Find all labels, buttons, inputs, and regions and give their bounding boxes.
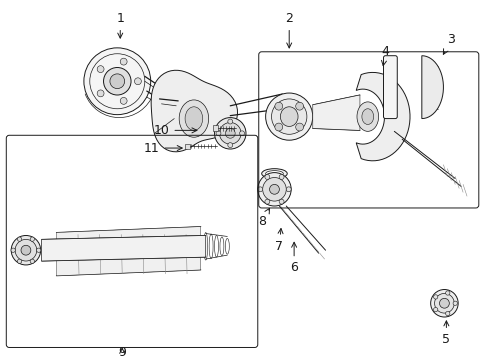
Ellipse shape bbox=[271, 99, 307, 134]
Ellipse shape bbox=[258, 172, 291, 206]
Ellipse shape bbox=[357, 102, 379, 131]
Circle shape bbox=[423, 80, 437, 94]
Ellipse shape bbox=[21, 245, 31, 255]
Ellipse shape bbox=[225, 129, 235, 138]
Ellipse shape bbox=[15, 239, 37, 261]
Bar bbox=[213, 125, 219, 131]
Ellipse shape bbox=[270, 184, 279, 194]
Ellipse shape bbox=[262, 169, 287, 179]
Circle shape bbox=[11, 248, 15, 252]
Ellipse shape bbox=[179, 100, 209, 137]
Polygon shape bbox=[56, 227, 201, 276]
Text: 5: 5 bbox=[442, 321, 450, 346]
Ellipse shape bbox=[11, 235, 41, 265]
FancyBboxPatch shape bbox=[384, 56, 397, 118]
Circle shape bbox=[228, 143, 233, 148]
Circle shape bbox=[216, 131, 221, 136]
Ellipse shape bbox=[103, 67, 131, 95]
Circle shape bbox=[240, 131, 245, 136]
Circle shape bbox=[286, 187, 291, 192]
Circle shape bbox=[134, 78, 141, 85]
Ellipse shape bbox=[266, 93, 313, 140]
Circle shape bbox=[279, 199, 284, 204]
Text: 10: 10 bbox=[153, 124, 197, 137]
Circle shape bbox=[17, 237, 22, 241]
Circle shape bbox=[228, 119, 233, 124]
Ellipse shape bbox=[110, 74, 124, 89]
Circle shape bbox=[17, 259, 22, 264]
Text: 2: 2 bbox=[285, 12, 293, 48]
Circle shape bbox=[453, 301, 457, 305]
Ellipse shape bbox=[280, 107, 298, 126]
Circle shape bbox=[427, 84, 433, 90]
Ellipse shape bbox=[220, 122, 241, 144]
Circle shape bbox=[275, 102, 283, 110]
Circle shape bbox=[97, 90, 104, 97]
Text: 4: 4 bbox=[382, 45, 390, 66]
Polygon shape bbox=[313, 95, 360, 130]
Circle shape bbox=[265, 199, 270, 204]
Circle shape bbox=[37, 248, 41, 252]
Circle shape bbox=[445, 291, 450, 295]
Circle shape bbox=[434, 307, 438, 312]
Circle shape bbox=[445, 311, 450, 316]
Ellipse shape bbox=[185, 107, 203, 130]
Circle shape bbox=[258, 187, 263, 192]
Ellipse shape bbox=[266, 171, 283, 176]
Circle shape bbox=[30, 259, 34, 264]
Ellipse shape bbox=[440, 298, 449, 308]
Circle shape bbox=[120, 98, 127, 104]
Text: 8: 8 bbox=[258, 208, 270, 228]
Ellipse shape bbox=[90, 54, 145, 109]
Polygon shape bbox=[42, 235, 206, 261]
Ellipse shape bbox=[431, 289, 458, 317]
Ellipse shape bbox=[435, 293, 454, 313]
Circle shape bbox=[434, 295, 438, 299]
Text: 9: 9 bbox=[118, 346, 126, 359]
Text: 11: 11 bbox=[144, 141, 182, 154]
Text: 3: 3 bbox=[443, 33, 455, 54]
Circle shape bbox=[97, 66, 104, 73]
Circle shape bbox=[295, 123, 304, 131]
Ellipse shape bbox=[84, 48, 151, 114]
Text: 6: 6 bbox=[290, 242, 298, 274]
Circle shape bbox=[265, 175, 270, 179]
Circle shape bbox=[279, 175, 284, 179]
Text: 1: 1 bbox=[116, 12, 124, 38]
Polygon shape bbox=[151, 70, 238, 152]
Ellipse shape bbox=[362, 109, 374, 125]
Polygon shape bbox=[356, 72, 410, 161]
Text: 7: 7 bbox=[275, 229, 283, 253]
Circle shape bbox=[295, 102, 304, 110]
Circle shape bbox=[30, 237, 34, 241]
Ellipse shape bbox=[263, 177, 286, 201]
Polygon shape bbox=[422, 56, 443, 118]
Bar bbox=[185, 144, 190, 149]
Circle shape bbox=[275, 123, 283, 131]
Circle shape bbox=[120, 58, 127, 65]
Ellipse shape bbox=[215, 118, 246, 149]
